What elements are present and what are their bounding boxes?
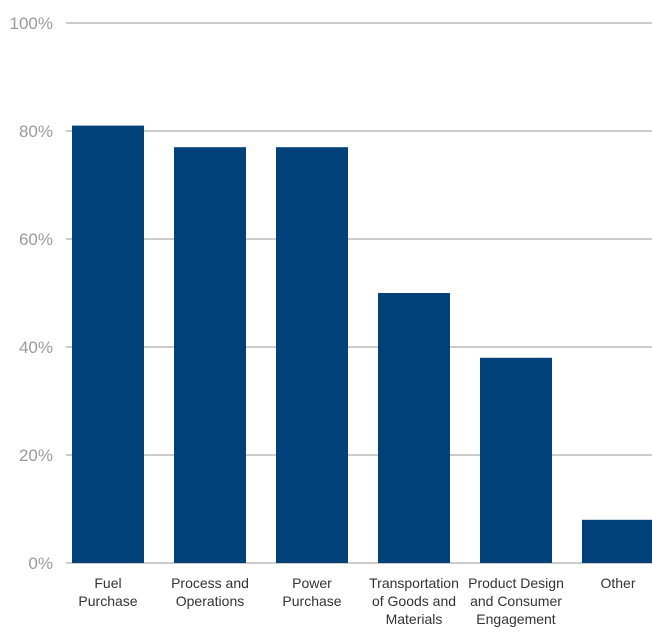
x-tick-label: Other bbox=[600, 575, 635, 591]
y-tick-label: 40% bbox=[19, 338, 53, 357]
bar bbox=[378, 293, 450, 563]
x-tick-label: Transportation of Goods and Materials bbox=[369, 575, 459, 627]
y-tick-label: 60% bbox=[19, 230, 53, 249]
x-tick-label: Fuel Purchase bbox=[78, 575, 137, 609]
bar bbox=[582, 519, 652, 563]
bar bbox=[72, 125, 144, 563]
x-axis-tick-labels: Fuel Purchase Process and Operations Power Pu… bbox=[78, 575, 635, 627]
gridlines bbox=[66, 22, 652, 564]
y-tick-label: 0% bbox=[28, 554, 53, 573]
y-axis-tick-labels: 0% 20% 40% 60% 80% 100% bbox=[10, 14, 53, 573]
x-tick-label: Product Design and Consumer Engagement bbox=[468, 575, 564, 627]
y-tick-label: 100% bbox=[10, 14, 53, 33]
x-tick-label: Process and Operations bbox=[171, 575, 249, 609]
bars bbox=[72, 125, 652, 563]
bar bbox=[174, 147, 246, 563]
x-tick-label: Power Purchase bbox=[282, 575, 341, 609]
y-tick-label: 80% bbox=[19, 122, 53, 141]
bar bbox=[276, 147, 348, 563]
bar bbox=[480, 357, 552, 563]
y-tick-label: 20% bbox=[19, 446, 53, 465]
